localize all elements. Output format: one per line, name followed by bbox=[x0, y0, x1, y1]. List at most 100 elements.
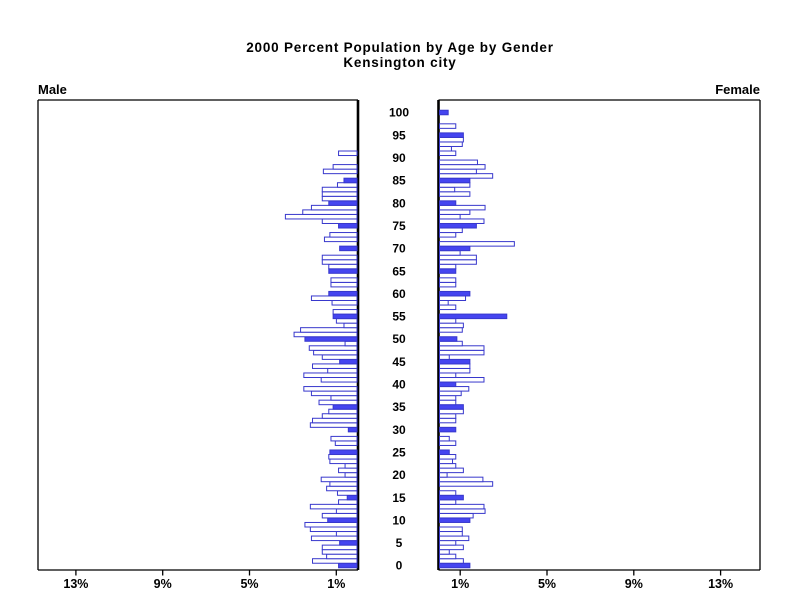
male-bar-age-63 bbox=[330, 277, 358, 283]
male-bar-age-27 bbox=[334, 440, 358, 446]
male-axis-tick-label-9: 9% bbox=[154, 577, 172, 591]
female-bar-age-49 bbox=[439, 340, 463, 347]
male-bar-age-18 bbox=[329, 481, 358, 487]
male-bar-age-72 bbox=[323, 236, 358, 243]
female-bar-age-43 bbox=[439, 367, 471, 374]
male-bar-age-37 bbox=[330, 395, 358, 401]
female-bar-age-69 bbox=[439, 250, 461, 256]
female-bar-age-62 bbox=[439, 281, 457, 288]
male-bar-age-36 bbox=[318, 399, 358, 406]
male-bar-age-87 bbox=[322, 168, 358, 175]
female-axis-tick-label-1: 1% bbox=[451, 577, 469, 591]
male-bar-age-31 bbox=[309, 422, 358, 428]
female-bar-age-2 bbox=[439, 553, 457, 560]
male-bar-age-2 bbox=[326, 553, 358, 560]
male-bar-age-17 bbox=[326, 485, 358, 492]
male-bar-age-33 bbox=[321, 413, 358, 419]
female-bar-age-28 bbox=[439, 435, 450, 442]
male-bar-age-68 bbox=[321, 254, 358, 261]
female-bar-age-88 bbox=[439, 164, 486, 170]
male-bar-age-56 bbox=[332, 309, 358, 315]
female-bar-age-57 bbox=[439, 304, 457, 311]
female-bar-age-76 bbox=[439, 218, 485, 224]
age-label-35: 35 bbox=[392, 400, 406, 414]
age-label-45: 45 bbox=[392, 355, 406, 369]
female-bar-age-20 bbox=[439, 472, 448, 478]
age-label-80: 80 bbox=[392, 196, 406, 210]
male-bar-age-34 bbox=[328, 408, 358, 415]
male-bar-age-75 bbox=[338, 222, 358, 229]
age-label-60: 60 bbox=[392, 287, 406, 301]
male-bar-age-6 bbox=[310, 535, 358, 542]
female-bar-age-84 bbox=[439, 182, 471, 188]
male-bar-age-73 bbox=[329, 232, 358, 238]
female-bar-age-77 bbox=[439, 213, 461, 220]
female-bar-age-15 bbox=[439, 494, 464, 501]
female-bar-age-100 bbox=[439, 109, 449, 116]
male-bar-age-4 bbox=[321, 544, 358, 551]
age-label-55: 55 bbox=[392, 310, 406, 324]
female-bar-age-50 bbox=[439, 336, 458, 342]
female-bar-age-7 bbox=[439, 531, 463, 537]
male-bar-age-77 bbox=[284, 213, 358, 220]
female-bar-age-25 bbox=[439, 449, 450, 456]
male-bar-age-22 bbox=[344, 463, 358, 469]
female-bar-age-70 bbox=[439, 245, 471, 252]
female-bar-age-73 bbox=[439, 232, 457, 238]
female-bar-age-11 bbox=[439, 512, 474, 519]
male-axis-tick-label-1: 1% bbox=[327, 577, 345, 591]
female-bar-age-32 bbox=[439, 417, 457, 424]
female-bar-age-34 bbox=[439, 408, 464, 415]
female-bar-age-10 bbox=[439, 517, 471, 523]
age-label-85: 85 bbox=[392, 174, 406, 188]
male-bar-age-39 bbox=[303, 386, 358, 392]
female-bar-age-44 bbox=[439, 363, 471, 369]
female-bar-age-1 bbox=[439, 558, 464, 564]
male-bar-age-9 bbox=[304, 521, 358, 528]
female-bar-age-37 bbox=[439, 395, 457, 401]
male-bar-age-10 bbox=[327, 517, 358, 523]
female-bar-age-52 bbox=[439, 327, 463, 333]
male-bar-age-79 bbox=[310, 204, 358, 211]
male-panel-label: Male bbox=[38, 82, 67, 97]
male-bar-age-82 bbox=[321, 191, 358, 197]
female-bar-age-33 bbox=[439, 413, 457, 419]
female-bar-age-8 bbox=[439, 526, 463, 533]
male-bar-age-3 bbox=[321, 549, 358, 555]
female-bar-age-74 bbox=[439, 227, 463, 234]
female-bar-age-58 bbox=[439, 299, 449, 306]
female-bar-age-12 bbox=[439, 508, 486, 514]
male-bar-age-24 bbox=[328, 454, 358, 460]
female-bar-age-46 bbox=[439, 354, 450, 360]
female-bar-age-24 bbox=[439, 454, 457, 460]
male-bar-age-70 bbox=[339, 245, 358, 252]
female-bar-age-55 bbox=[439, 313, 508, 320]
female-bar-age-82 bbox=[439, 191, 471, 197]
age-label-30: 30 bbox=[392, 423, 406, 437]
male-axis-tick-label-5: 5% bbox=[240, 577, 258, 591]
female-bar-age-97 bbox=[439, 123, 457, 129]
female-bar-age-83 bbox=[439, 186, 456, 193]
chart-title-line1: 2000 Percent Population by Age by Gender bbox=[246, 40, 554, 55]
male-bar-age-48 bbox=[308, 345, 358, 351]
male-bar-age-49 bbox=[344, 340, 358, 347]
male-bar-age-53 bbox=[343, 322, 358, 329]
female-axis-tick-label-13: 13% bbox=[708, 577, 733, 591]
male-bar-age-30 bbox=[347, 426, 358, 433]
male-bar-age-38 bbox=[310, 390, 358, 397]
male-bar-age-11 bbox=[321, 512, 358, 519]
female-bar-age-79 bbox=[439, 204, 486, 211]
male-bar-age-84 bbox=[336, 182, 358, 188]
male-bar-age-88 bbox=[332, 164, 358, 170]
male-bar-age-8 bbox=[309, 526, 358, 533]
female-bar-age-35 bbox=[439, 404, 464, 410]
male-bar-age-78 bbox=[302, 209, 358, 215]
age-label-40: 40 bbox=[392, 378, 406, 392]
chart-title-line2: Kensington city bbox=[343, 55, 457, 70]
age-label-25: 25 bbox=[392, 445, 406, 459]
male-bar-age-54 bbox=[335, 318, 358, 324]
female-bar-age-22 bbox=[439, 463, 457, 469]
male-bar-age-59 bbox=[310, 295, 358, 301]
